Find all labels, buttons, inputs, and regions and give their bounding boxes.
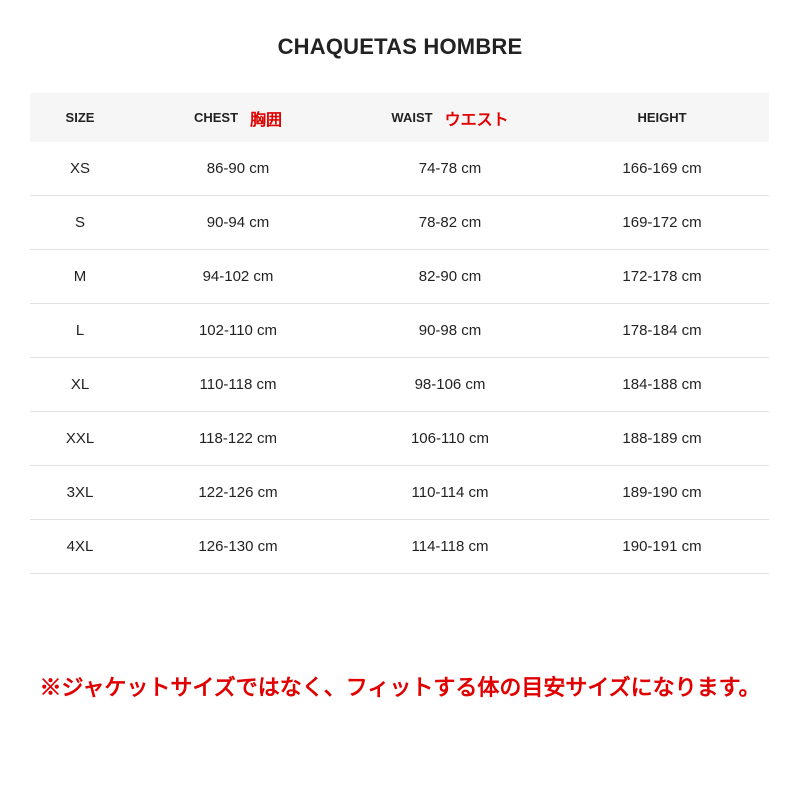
cell-height: 172-178 cm	[622, 268, 702, 285]
page-title: CHAQUETAS HOMBRE	[277, 34, 523, 59]
table-row: S 90-94 cm 78-82 cm 169-172 cm	[30, 196, 769, 250]
cell-chest: 94-102 cm	[202, 268, 274, 285]
table-row: 3XL 122-126 cm 110-114 cm 189-190 cm	[30, 466, 769, 520]
cell-size: XXL	[65, 430, 95, 447]
table-row: L 102-110 cm 90-98 cm 178-184 cm	[30, 304, 769, 358]
header-height: HEIGHT	[637, 110, 687, 125]
header-waist: WAIST ウエスト	[391, 93, 508, 142]
header-chest-label: CHEST	[193, 110, 239, 125]
cell-chest: 126-130 cm	[198, 538, 278, 555]
table-row: XS 86-90 cm 74-78 cm 166-169 cm	[30, 142, 769, 196]
header-waist-label: WAIST	[391, 110, 433, 125]
cell-waist: 106-110 cm	[410, 430, 490, 447]
cell-size: 3XL	[66, 484, 94, 501]
cell-size: 4XL	[66, 538, 94, 555]
cell-chest: 122-126 cm	[198, 484, 278, 501]
cell-waist: 98-106 cm	[414, 376, 486, 393]
cell-height: 178-184 cm	[622, 322, 702, 339]
cell-size: M	[73, 268, 87, 285]
cell-chest: 90-94 cm	[206, 214, 270, 231]
cell-chest: 102-110 cm	[198, 322, 278, 339]
fit-note: ※ジャケットサイズではなく、フィットする体の目安サイズになります。	[39, 675, 761, 700]
cell-waist: 114-118 cm	[411, 538, 489, 555]
table-row: 4XL 126-130 cm 114-118 cm 190-191 cm	[30, 520, 769, 574]
cell-chest: 110-118 cm	[199, 376, 277, 393]
cell-height: 166-169 cm	[622, 160, 702, 177]
cell-chest: 118-122 cm	[198, 430, 278, 447]
cell-waist: 78-82 cm	[418, 214, 482, 231]
header-chest: CHEST 胸囲	[194, 93, 282, 142]
cell-waist: 74-78 cm	[418, 160, 482, 177]
cell-height: 169-172 cm	[622, 214, 702, 231]
table-row: M 94-102 cm 82-90 cm 172-178 cm	[30, 250, 769, 304]
header-size: SIZE	[65, 110, 95, 125]
header-waist-jp: ウエスト	[444, 111, 509, 129]
table-row: XXL 118-122 cm 106-110 cm 188-189 cm	[30, 412, 769, 466]
cell-waist: 82-90 cm	[418, 268, 482, 285]
cell-height: 189-190 cm	[622, 484, 702, 501]
cell-chest: 86-90 cm	[206, 160, 270, 177]
size-table: SIZE CHEST 胸囲 WAIST ウエスト HEIGHT XS 86-90 …	[30, 93, 769, 574]
cell-size: XL	[70, 376, 90, 393]
table-row: XL 110-118 cm 98-106 cm 184-188 cm	[30, 358, 769, 412]
table-header: SIZE CHEST 胸囲 WAIST ウエスト HEIGHT	[30, 93, 769, 142]
cell-size: L	[75, 322, 85, 339]
header-chest-jp: 胸囲	[250, 111, 283, 129]
cell-size: S	[74, 214, 86, 231]
cell-height: 188-189 cm	[622, 430, 702, 447]
cell-height: 190-191 cm	[622, 538, 702, 555]
cell-waist: 110-114 cm	[411, 484, 489, 501]
cell-waist: 90-98 cm	[418, 322, 482, 339]
cell-height: 184-188 cm	[622, 376, 702, 393]
cell-size: XS	[69, 160, 91, 177]
